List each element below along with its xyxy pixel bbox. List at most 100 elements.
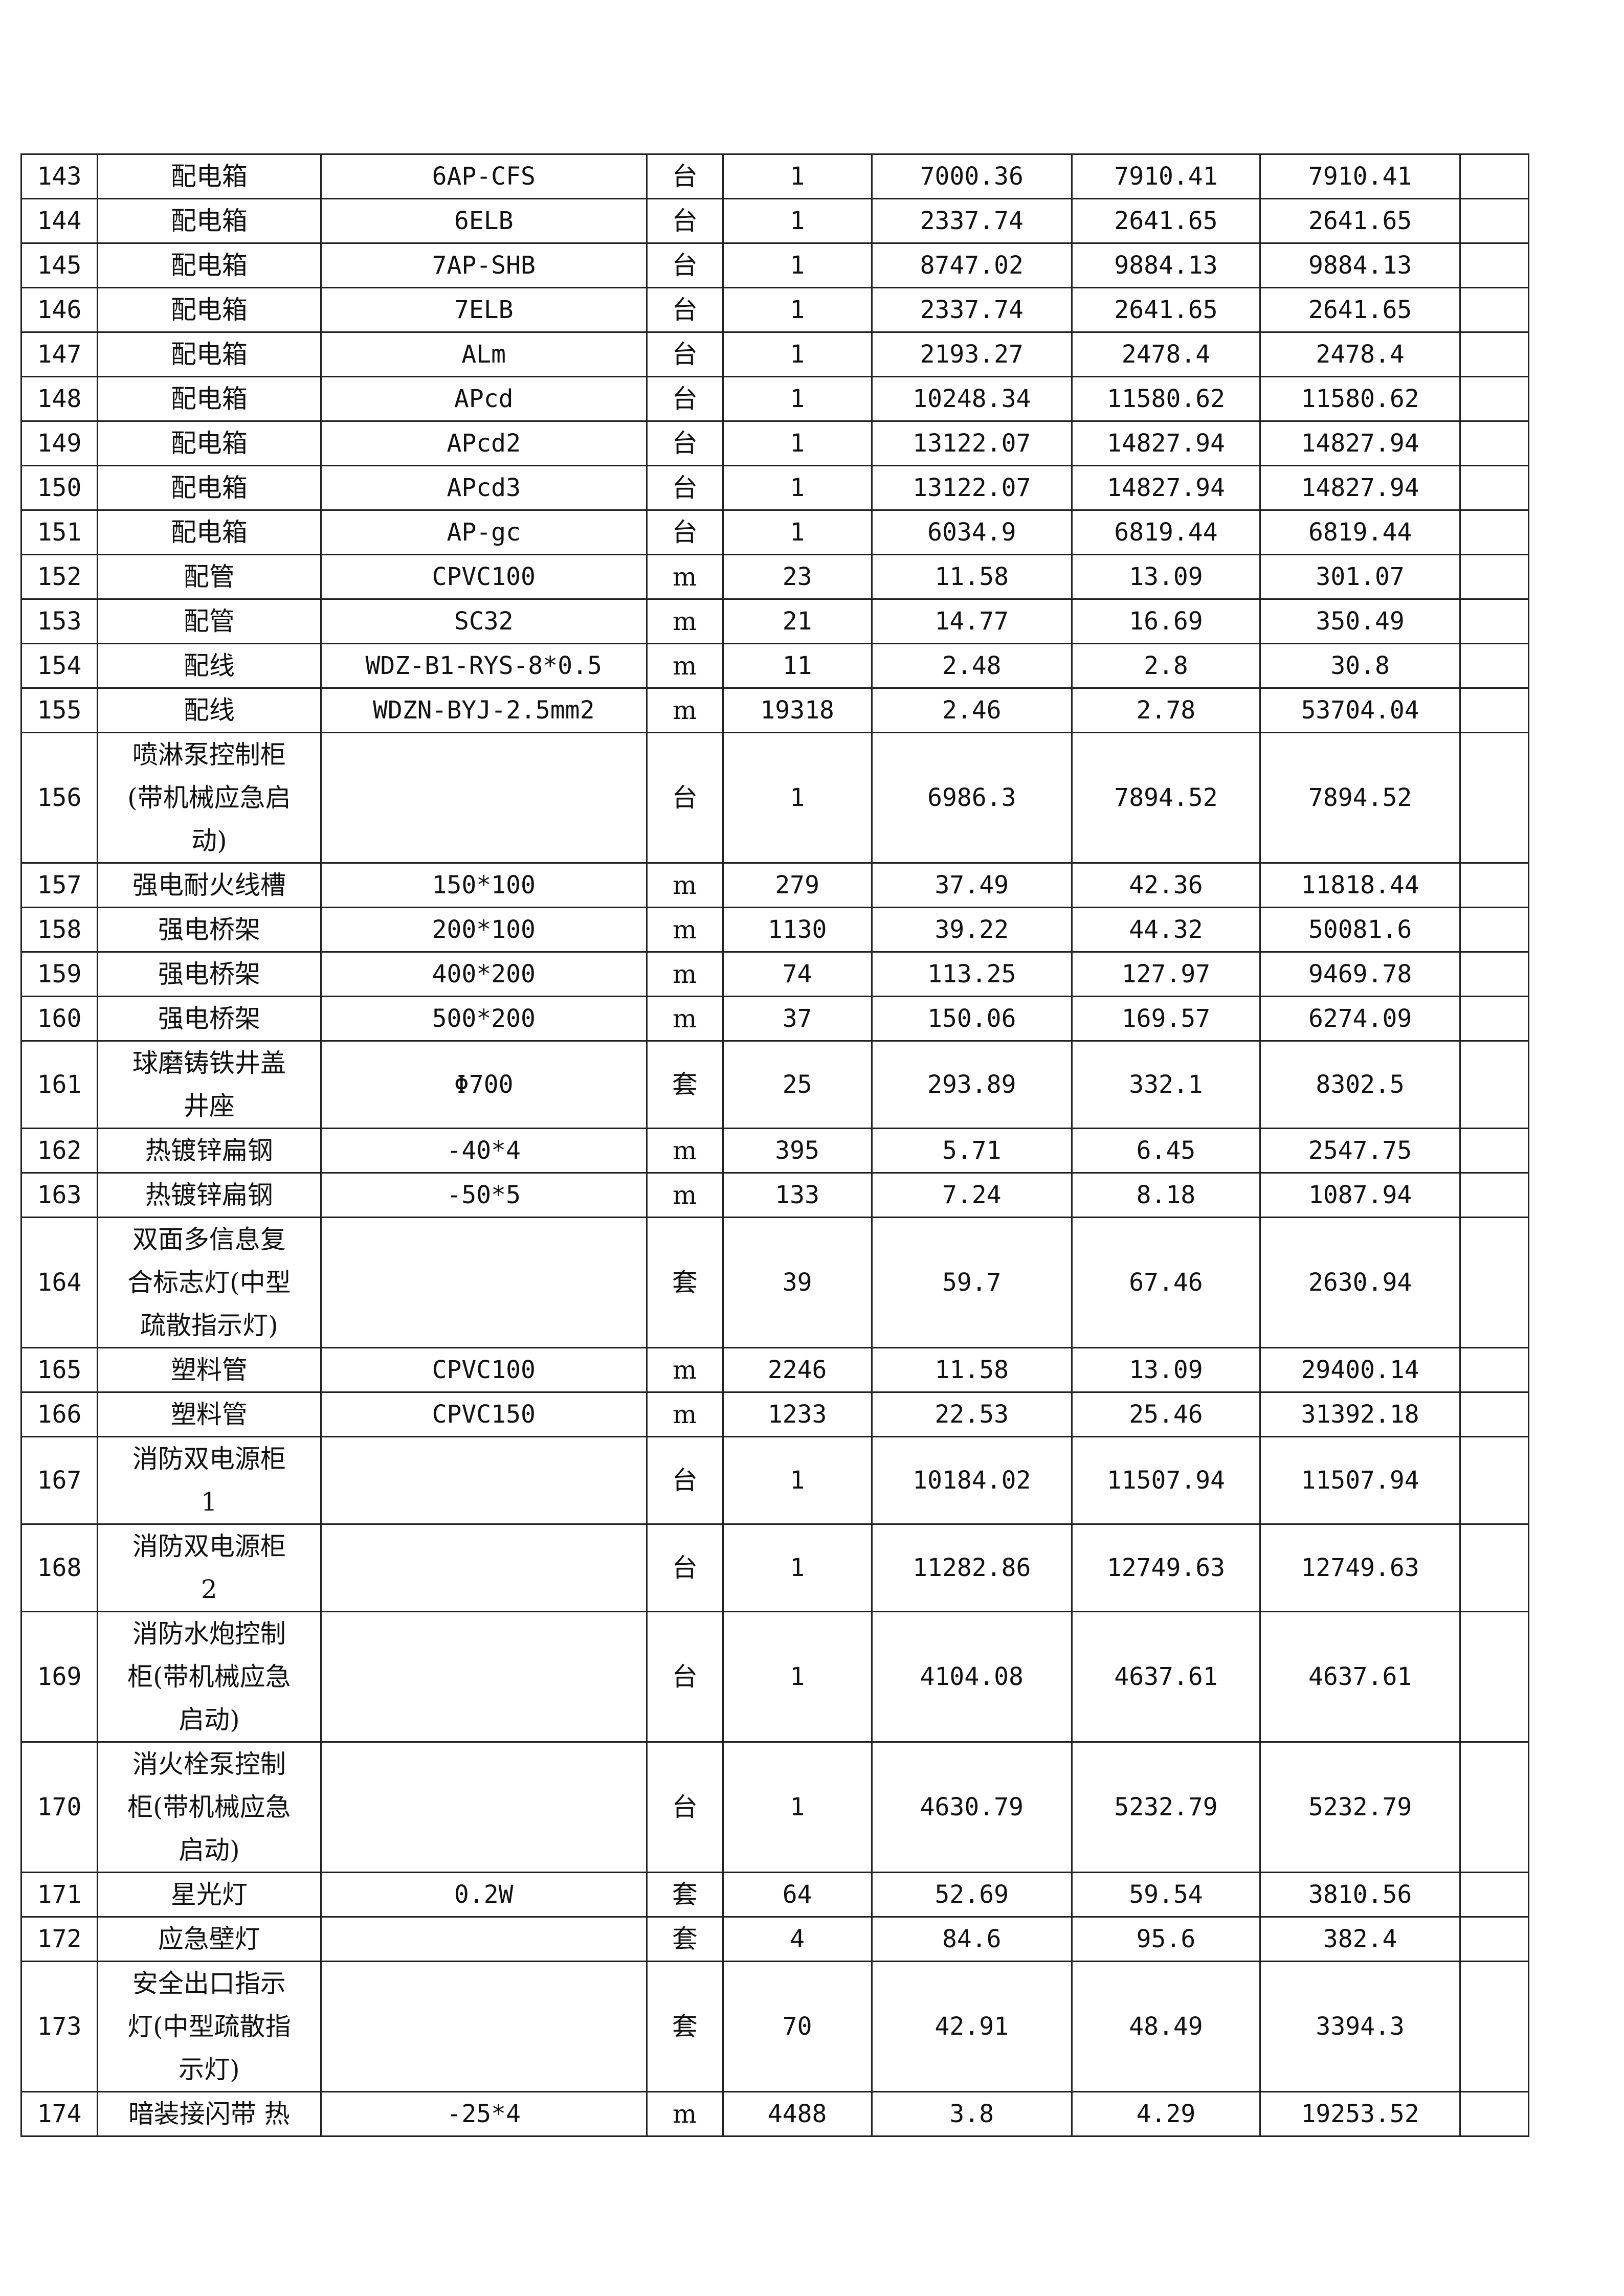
unit-price: 11.58 <box>871 1347 1073 1393</box>
unit-price: 10248.34 <box>871 376 1073 422</box>
item-unit: m <box>646 1172 724 1218</box>
remarks-cell <box>1459 509 1529 555</box>
row-number: 155 <box>20 687 98 733</box>
item-spec: -25*4 <box>320 2091 648 2137</box>
item-spec: CPVC150 <box>320 1391 648 1437</box>
item-spec: 150*100 <box>320 862 648 908</box>
remarks-cell <box>1459 1217 1529 1348</box>
total-price: 8302.5 <box>1259 1040 1461 1129</box>
unit-price: 2.46 <box>871 687 1073 733</box>
item-spec: Φ700 <box>320 1040 648 1129</box>
row-number: 164 <box>20 1217 98 1348</box>
item-spec <box>320 1741 648 1873</box>
total-price: 14827.94 <box>1259 420 1461 466</box>
unit-price-tax: 95.6 <box>1071 1916 1261 1962</box>
remarks-cell <box>1459 153 1529 199</box>
item-unit: 台 <box>646 420 724 466</box>
unit-price: 6986.3 <box>871 732 1073 864</box>
row-number: 174 <box>20 2091 98 2137</box>
remarks-cell <box>1459 420 1529 466</box>
item-quantity: 1130 <box>722 907 873 953</box>
remarks-cell <box>1459 287 1529 333</box>
item-unit: 台 <box>646 376 724 422</box>
remarks-cell <box>1459 1916 1529 1962</box>
table-row: 164 双面多信息复 合标志灯(中型 疏散指示灯) 套 39 59.7 67.46 2630… <box>20 1217 1529 1348</box>
row-number: 157 <box>20 862 98 908</box>
unit-price-tax: 11507.94 <box>1071 1436 1261 1525</box>
item-unit: 套 <box>646 1872 724 1918</box>
unit-price: 42.91 <box>871 1961 1073 2092</box>
unit-price: 11282.86 <box>871 1523 1073 1612</box>
table-row: 156 喷淋泵控制柜 (带机械应急启 动) 台 1 6986.3 7894.52 7894.… <box>20 732 1529 864</box>
item-spec: 7ELB <box>320 287 648 333</box>
item-name: 配电箱 <box>96 242 322 288</box>
unit-price: 113.25 <box>871 951 1073 997</box>
row-number: 161 <box>20 1040 98 1129</box>
item-quantity: 4 <box>722 1916 873 1962</box>
price-table: 143 配电箱 6AP-CFS 台 1 7000.36 7910.41 7910.41 144 配… <box>20 153 1529 2137</box>
unit-price-tax: 4637.61 <box>1071 1611 1261 1743</box>
remarks-cell <box>1459 1961 1529 2092</box>
unit-price-tax: 48.49 <box>1071 1961 1261 2092</box>
item-unit: m <box>646 951 724 997</box>
total-price: 5232.79 <box>1259 1741 1461 1873</box>
item-name: 喷淋泵控制柜 (带机械应急启 动) <box>96 732 322 864</box>
remarks-cell <box>1459 732 1529 864</box>
unit-price-tax: 12749.63 <box>1071 1523 1261 1612</box>
table-row: 159 强电桥架 400*200 m 74 113.25 127.97 9469.78 <box>20 951 1529 997</box>
row-number: 170 <box>20 1741 98 1873</box>
table-row: 165 塑料管 CPVC100 m 2246 11.58 13.09 29400.14 <box>20 1347 1529 1393</box>
unit-price: 7.24 <box>871 1172 1073 1218</box>
table-row: 167 消防双电源柜 1 台 1 10184.02 11507.94 11507.94 <box>20 1436 1529 1525</box>
table-row: 171 星光灯 0.2W 套 64 52.69 59.54 3810.56 <box>20 1872 1529 1918</box>
item-name: 强电桥架 <box>96 907 322 953</box>
item-name: 热镀锌扁钢 <box>96 1128 322 1174</box>
table-row: 162 热镀锌扁钢 -40*4 m 395 5.71 6.45 2547.75 <box>20 1128 1529 1174</box>
row-number: 152 <box>20 554 98 600</box>
unit-price-tax: 6.45 <box>1071 1128 1261 1174</box>
row-number: 169 <box>20 1611 98 1743</box>
item-unit: 台 <box>646 331 724 377</box>
total-price: 30.8 <box>1259 643 1461 689</box>
total-price: 7910.41 <box>1259 153 1461 199</box>
item-spec: 200*100 <box>320 907 648 953</box>
row-number: 167 <box>20 1436 98 1525</box>
item-spec: APcd2 <box>320 420 648 466</box>
item-unit: 台 <box>646 509 724 555</box>
item-unit: 套 <box>646 1217 724 1348</box>
item-quantity: 4488 <box>722 2091 873 2137</box>
table-row: 145 配电箱 7AP-SHB 台 1 8747.02 9884.13 9884.13 <box>20 242 1529 288</box>
total-price: 2547.75 <box>1259 1128 1461 1174</box>
item-unit: m <box>646 996 724 1042</box>
remarks-cell <box>1459 1741 1529 1873</box>
remarks-cell <box>1459 907 1529 953</box>
item-name: 配管 <box>96 598 322 644</box>
total-price: 7894.52 <box>1259 732 1461 864</box>
unit-price-tax: 9884.13 <box>1071 242 1261 288</box>
table-row: 158 强电桥架 200*100 m 1130 39.22 44.32 50081.6 <box>20 907 1529 953</box>
item-unit: m <box>646 554 724 600</box>
item-quantity: 11 <box>722 643 873 689</box>
remarks-cell <box>1459 1436 1529 1525</box>
unit-price: 84.6 <box>871 1916 1073 1962</box>
unit-price: 6034.9 <box>871 509 1073 555</box>
item-name: 配电箱 <box>96 420 322 466</box>
table-row: 168 消防双电源柜 2 台 1 11282.86 12749.63 12749.63 <box>20 1523 1529 1612</box>
item-quantity: 1 <box>722 331 873 377</box>
remarks-cell <box>1459 1040 1529 1129</box>
item-spec <box>320 1916 648 1962</box>
item-quantity: 1 <box>722 287 873 333</box>
item-spec <box>320 732 648 864</box>
row-number: 156 <box>20 732 98 864</box>
item-unit: 台 <box>646 732 724 864</box>
item-unit: m <box>646 2091 724 2137</box>
row-number: 143 <box>20 153 98 199</box>
unit-price-tax: 6819.44 <box>1071 509 1261 555</box>
row-number: 163 <box>20 1172 98 1218</box>
item-spec: 400*200 <box>320 951 648 997</box>
unit-price: 52.69 <box>871 1872 1073 1918</box>
item-name: 强电桥架 <box>96 996 322 1042</box>
unit-price-tax: 11580.62 <box>1071 376 1261 422</box>
item-quantity: 37 <box>722 996 873 1042</box>
item-spec: CPVC100 <box>320 1347 648 1393</box>
